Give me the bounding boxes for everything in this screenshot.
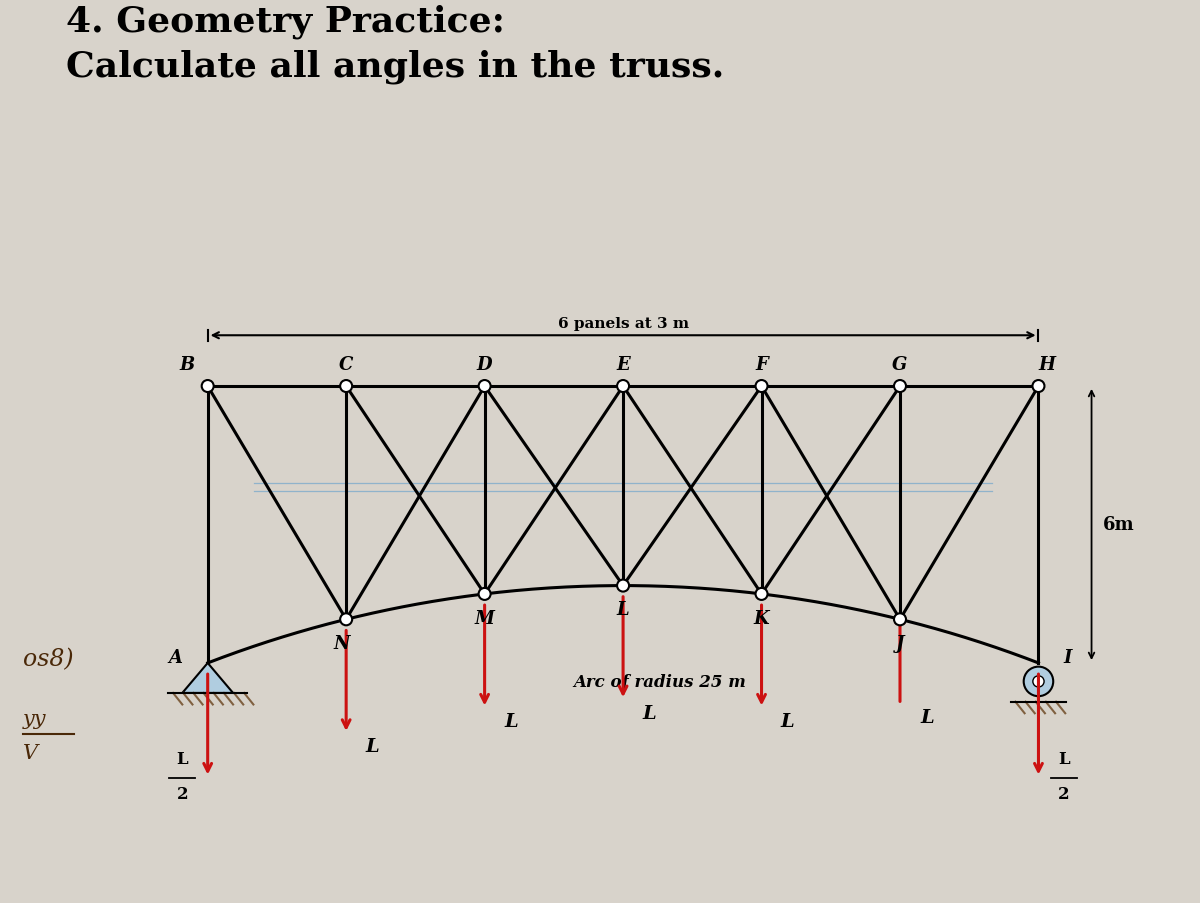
- Circle shape: [202, 380, 214, 393]
- Text: 2: 2: [1058, 786, 1069, 803]
- Text: L: L: [504, 712, 517, 731]
- Circle shape: [1033, 676, 1044, 687]
- Text: C: C: [338, 356, 353, 374]
- Text: L: L: [1058, 750, 1069, 767]
- Circle shape: [340, 614, 352, 626]
- Polygon shape: [182, 663, 233, 694]
- Text: L: L: [617, 600, 629, 619]
- Circle shape: [340, 380, 352, 393]
- Text: 6m: 6m: [1103, 516, 1135, 534]
- Text: L: L: [781, 712, 794, 731]
- Circle shape: [756, 380, 768, 393]
- Text: E: E: [617, 356, 630, 374]
- Circle shape: [756, 588, 768, 600]
- Text: M: M: [475, 609, 494, 627]
- Text: V: V: [23, 744, 38, 763]
- Text: yy: yy: [23, 709, 47, 728]
- Circle shape: [1032, 380, 1044, 393]
- Text: L: L: [642, 704, 656, 721]
- Circle shape: [894, 380, 906, 393]
- Text: D: D: [476, 356, 492, 374]
- Text: L: L: [176, 750, 188, 767]
- Text: I: I: [1064, 648, 1073, 666]
- Text: G: G: [893, 356, 907, 374]
- Circle shape: [894, 614, 906, 626]
- Text: 6 panels at 3 m: 6 panels at 3 m: [558, 316, 689, 330]
- Text: H: H: [1038, 356, 1056, 374]
- Text: N: N: [334, 635, 349, 652]
- Text: J: J: [895, 635, 905, 652]
- Circle shape: [479, 588, 491, 600]
- Text: 2: 2: [176, 786, 188, 803]
- Circle shape: [617, 580, 629, 592]
- Circle shape: [617, 380, 629, 393]
- Text: F: F: [755, 356, 768, 374]
- Text: 4. Geometry Practice:: 4. Geometry Practice:: [66, 5, 505, 39]
- Text: Arc of radius 25 m: Arc of radius 25 m: [574, 674, 746, 691]
- Text: Calculate all angles in the truss.: Calculate all angles in the truss.: [66, 50, 725, 84]
- Text: L: L: [920, 708, 935, 726]
- Text: B: B: [180, 356, 194, 374]
- Text: A: A: [168, 648, 182, 666]
- Circle shape: [479, 380, 491, 393]
- Text: K: K: [754, 609, 769, 627]
- Text: os8): os8): [23, 647, 73, 670]
- Circle shape: [1024, 667, 1054, 696]
- Text: L: L: [366, 738, 379, 756]
